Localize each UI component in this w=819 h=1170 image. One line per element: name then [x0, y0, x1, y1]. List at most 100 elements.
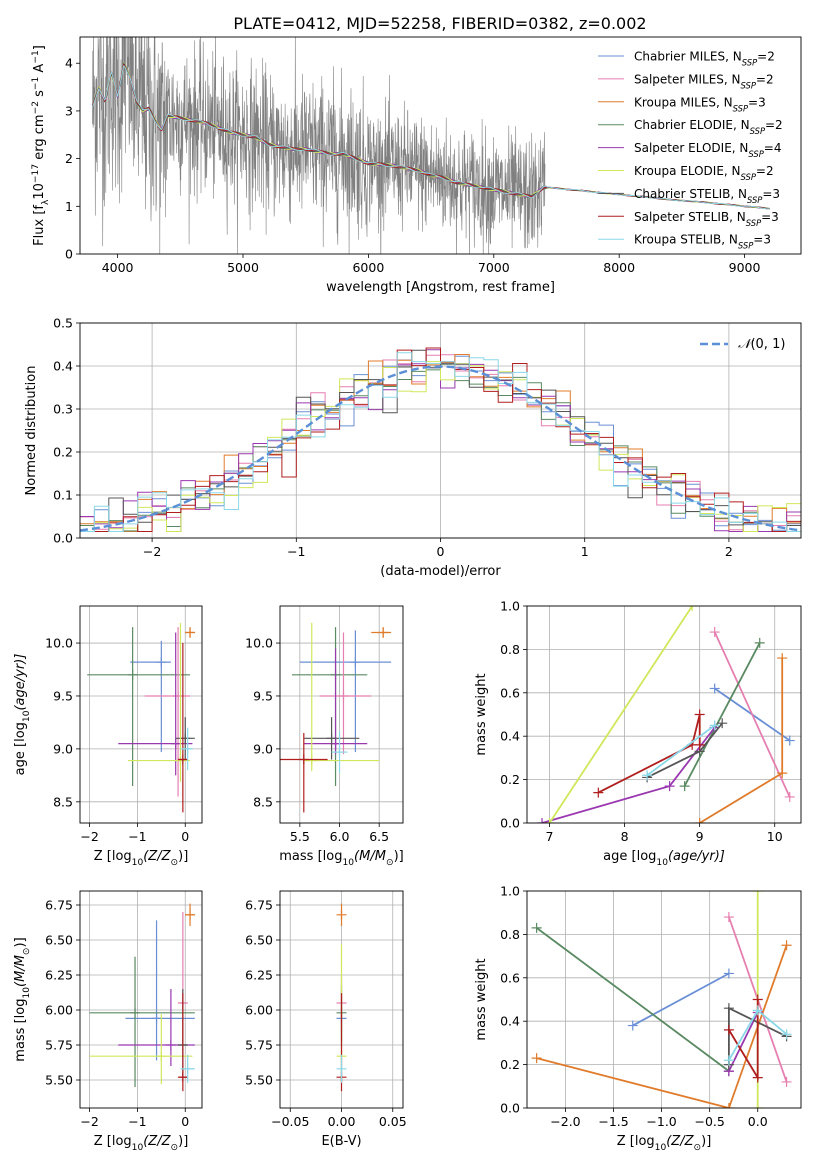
x-axis-label-part: ⊙: [694, 1143, 702, 1153]
x-axis-label-part: age [log: [603, 849, 656, 864]
data-point: [350, 657, 361, 668]
x-tick-label: 0.0: [748, 1114, 768, 1129]
y-tick-label: 5.75: [45, 1038, 73, 1053]
weight-point: [687, 606, 698, 611]
x-axis-label: mass [log10(M/M⊙)]: [279, 849, 403, 868]
x-axis-label-part: )]: [701, 1134, 711, 1149]
x-axis-label-part: Z [log: [617, 1134, 655, 1149]
x-tick-label: 6.5: [369, 829, 389, 844]
data-point: [156, 1051, 167, 1062]
plot-area: [87, 622, 196, 813]
weight-point: [723, 1103, 734, 1108]
y-tick-label: 10.0: [45, 636, 73, 651]
x-tick-label: 7000: [478, 260, 510, 275]
x-tick-label: 6000: [352, 260, 384, 275]
figure-title: PLATE=0412, MJD=52258, FIBERID=0382, z=0…: [233, 14, 646, 33]
x-axis-label-part: 10: [656, 858, 668, 868]
legend-entry-sub: SSP: [733, 103, 749, 113]
y-axis-label-part: erg cm: [32, 114, 47, 163]
legend-entry-sub: SSP: [748, 149, 764, 159]
legend-entry: Kroupa MILES, NSSP=3: [634, 95, 766, 113]
plot-area: [80, 347, 801, 532]
legend-entry: Chabrier ELODIE, NSSP=2: [634, 118, 783, 136]
y-tick-label: 1.0: [500, 599, 520, 614]
x-tick-label: −1: [287, 544, 305, 559]
x-axis-label-part: ⊙: [171, 1143, 179, 1153]
x-tick-label: 1: [581, 544, 589, 559]
legend-entry-count: =2: [756, 72, 774, 86]
legend-entry-count: =4: [764, 141, 782, 155]
axes-frame: [79, 605, 203, 824]
legend-entry-text: Salpeter STELIB, N: [634, 210, 746, 224]
y-axis-label-part: )]: [13, 937, 28, 947]
weight-point: [781, 1076, 792, 1087]
data-point: [173, 690, 184, 701]
x-tick-label: −1: [128, 829, 146, 844]
y-tick-label: 6.00: [45, 1003, 73, 1018]
y-tick-label: 0.6: [500, 970, 520, 985]
y-tick-label: 0.0: [500, 816, 520, 831]
x-tick-label: 6.0: [330, 829, 350, 844]
weight-point: [679, 781, 690, 792]
weight-point: [694, 739, 705, 750]
weight-point: [723, 968, 734, 979]
legend-entry: Chabrier MILES, NSSP=2: [634, 50, 775, 68]
legend-entry: Kroupa ELODIE, NSSP=2: [634, 164, 774, 182]
x-tick-label: 0: [181, 1114, 189, 1129]
y-axis-label-part: age [log: [13, 722, 28, 775]
y-tick-label: 1: [65, 199, 73, 214]
weight-point: [754, 637, 765, 648]
data-point: [330, 738, 341, 749]
data-point: [336, 1063, 347, 1074]
y-axis-label: mass [log10(M/M⊙)]: [13, 937, 32, 1061]
y-tick-label: 1.0: [500, 884, 520, 899]
legend-entry: Chabrier STELIB, NSSP=3: [634, 187, 780, 205]
y-axis-label-part: −2: [31, 101, 41, 114]
y-axis-label-part: 10: [22, 987, 32, 999]
y-tick-label: 4: [65, 56, 73, 71]
data-point: [177, 754, 188, 765]
axes-frame: [79, 36, 802, 255]
x-tick-label: −1.5: [598, 1114, 628, 1129]
data-point: [170, 738, 181, 749]
weight-point: [709, 627, 720, 638]
y-tick-label: 9.5: [253, 688, 273, 703]
y-axis-label: mass weight: [474, 673, 489, 755]
y-axis-label-part: 10: [32, 183, 47, 200]
data-point: [182, 1063, 193, 1074]
plot-area: [92, 37, 770, 254]
weight-point: [531, 922, 542, 933]
axes-frame: [79, 890, 203, 1109]
y-tick-label: 0.2: [500, 1057, 520, 1072]
x-axis-label-part: 10: [132, 1143, 144, 1153]
weight-point: [642, 770, 653, 781]
legend-entry-count: =2: [756, 164, 774, 178]
x-tick-label: −2: [80, 1114, 98, 1129]
legend-entry-sub: SSP: [741, 172, 757, 182]
x-tick-label: 2: [725, 544, 733, 559]
x-tick-label: 9000: [729, 260, 761, 275]
y-tick-label: 0.8: [500, 642, 520, 657]
weight-point: [694, 709, 705, 720]
weight-point: [781, 1029, 792, 1040]
weight-point: [723, 912, 734, 923]
weight-point: [717, 718, 728, 729]
legend-entry-text: Kroupa MILES, N: [634, 95, 733, 109]
y-axis-label: Flux [fλ10−17 erg cm−2 s−1 A−1]: [31, 45, 51, 246]
y-axis-label-part: −1: [31, 50, 41, 63]
legend-entry-args: (0, 1): [750, 337, 785, 352]
y-axis-label: mass weight: [474, 958, 489, 1040]
plot-area: [531, 891, 792, 1108]
histogram-step: [80, 361, 801, 532]
data-point: [298, 754, 309, 765]
panel-age-vs-Z: −2 −1 08.59.09.510.0Z [log10(Z/Z⊙)]age [lo…: [13, 605, 203, 868]
legend-entry-count: =3: [762, 187, 780, 201]
x-axis-label: Z [log10(Z/Z⊙)]: [617, 1134, 712, 1153]
y-tick-label: 0.4: [500, 1014, 520, 1029]
y-tick-label: 0.6: [500, 685, 520, 700]
data-point: [165, 1040, 176, 1050]
y-axis-label-part: −1: [31, 77, 41, 90]
data-point: [338, 690, 349, 701]
legend-entry-count: =3: [748, 95, 766, 109]
data-point: [156, 657, 167, 668]
